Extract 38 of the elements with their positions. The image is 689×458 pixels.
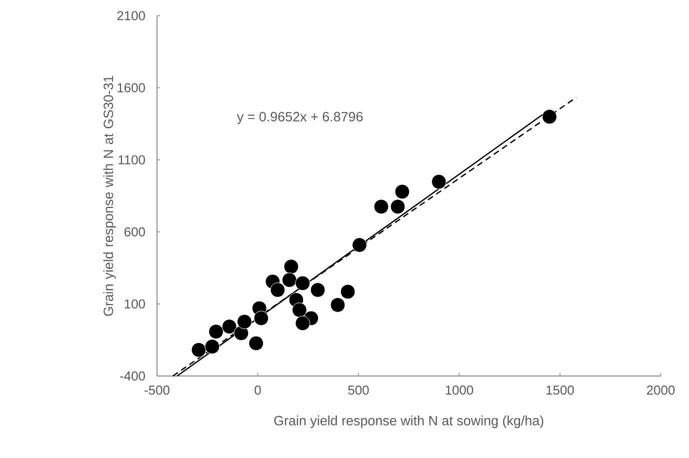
point xyxy=(284,259,299,274)
y-tick-label: 600 xyxy=(124,227,145,236)
y-tick-label: 1600 xyxy=(118,83,145,92)
point xyxy=(542,109,557,124)
point xyxy=(208,324,224,340)
x-tick-label: 1500 xyxy=(546,386,574,395)
x-axis-title: Grain yield response with N at sowing (kg/ha) xyxy=(274,416,544,428)
y-tick-label: -400 xyxy=(120,371,145,381)
y-axis-title: Grain yield response with N at GS30-31 xyxy=(103,76,116,316)
point xyxy=(394,184,410,200)
point xyxy=(390,199,406,214)
point xyxy=(204,339,220,354)
point xyxy=(248,336,264,351)
point xyxy=(431,174,446,190)
point xyxy=(191,342,206,358)
point xyxy=(352,238,367,252)
x-tick-label: -500 xyxy=(144,386,170,395)
y-tick-label: 2100 xyxy=(117,11,145,20)
point xyxy=(236,314,252,330)
point xyxy=(340,284,356,300)
point xyxy=(295,316,310,331)
x-tick-label: 1000 xyxy=(446,386,474,395)
point xyxy=(292,302,307,318)
y-tick-label: 100 xyxy=(124,299,145,309)
y-tick-label: 1100 xyxy=(118,155,145,164)
point xyxy=(270,282,286,298)
x-tick-label: 2000 xyxy=(646,386,675,395)
annotation: y = 0.9652x + 6.8796 xyxy=(236,112,363,124)
x-tick-label: 500 xyxy=(348,386,369,395)
x-tick-label: 0 xyxy=(254,386,261,395)
point xyxy=(330,298,346,312)
point xyxy=(282,272,297,288)
point xyxy=(234,326,249,341)
point xyxy=(222,319,237,334)
point xyxy=(374,199,389,214)
point xyxy=(254,310,269,326)
point xyxy=(295,276,310,291)
point xyxy=(310,282,326,298)
